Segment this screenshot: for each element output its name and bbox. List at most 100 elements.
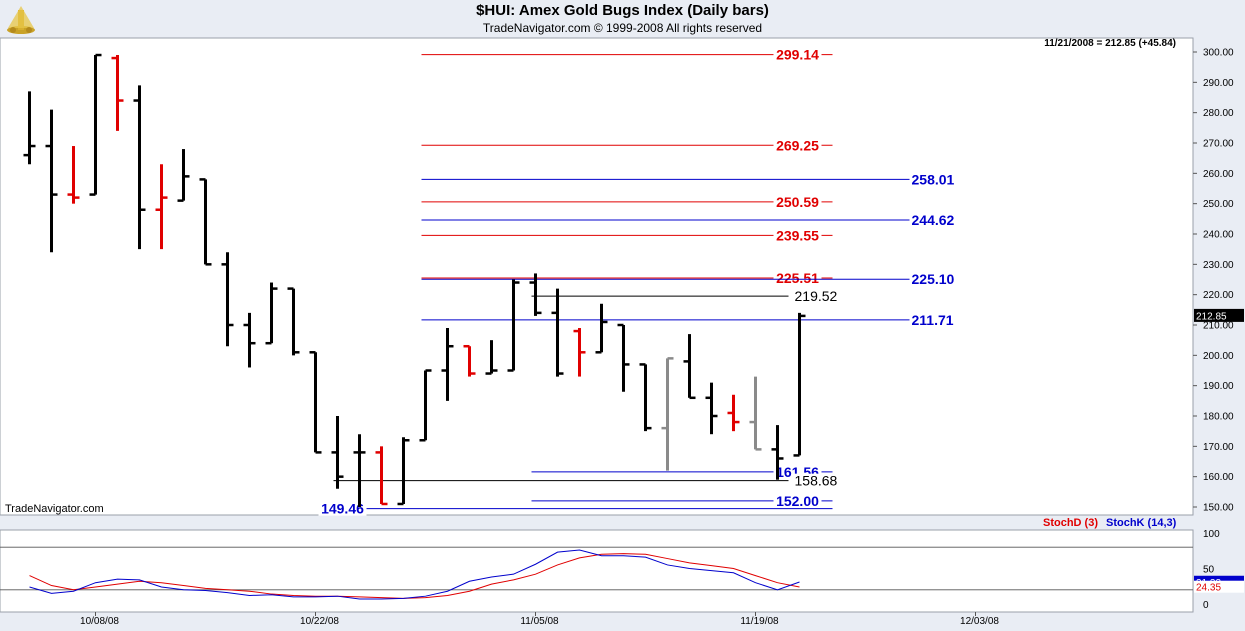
trade-navigator-logo-icon [4, 2, 38, 36]
stochastic-indicator: 05010031.3324.35 [0, 529, 1244, 611]
level-label: 225.10 [912, 271, 955, 287]
ohlc-bar [617, 323, 630, 392]
ohlc-bar [199, 178, 212, 266]
last-price-tag [1194, 308, 1244, 322]
ohlc-bar [661, 357, 674, 471]
price-readout: 11/21/2008 = 212.85 (+45.84) [1044, 38, 1176, 49]
price-axis-tick-label: 150.00 [1203, 503, 1234, 514]
level-label: 258.01 [912, 171, 955, 187]
stochastic-panel [0, 529, 1194, 613]
ohlc-bar [177, 149, 190, 202]
price-axis: 150.00 160.00 170.00 180.00 190.00 200.00 210.… [1193, 48, 1234, 514]
ohlc-bar [507, 279, 520, 372]
level-label-background [909, 212, 958, 227]
ohlc-bar [111, 55, 124, 131]
level-label-background [773, 228, 822, 243]
ohlc-bars: 212.85 [23, 53, 1244, 507]
ohlc-bar [331, 416, 344, 489]
level-label-background [773, 270, 822, 285]
level-label-background [318, 501, 367, 516]
level-label-background [909, 172, 958, 187]
price-axis-tick-label: 280.00 [1203, 108, 1234, 119]
level-label-background [773, 138, 822, 153]
ohlc-bar [485, 340, 498, 375]
price-axis-tick-label: 210.00 [1203, 321, 1234, 332]
level-label: 211.71 [912, 312, 954, 328]
ohlc-bar [639, 363, 652, 432]
ohlc-bar [441, 328, 454, 401]
ohlc-bar [705, 382, 718, 435]
price-axis-tick-label: 170.00 [1203, 442, 1234, 453]
date-axis-label: 10/08/08 [80, 616, 119, 627]
price-axis-tick-label: 190.00 [1203, 381, 1234, 392]
ohlc-bar [375, 446, 388, 506]
stochastic-series-line [29, 553, 800, 599]
price-axis-tick-label: 270.00 [1203, 139, 1234, 150]
watermark-text: TradeNavigator.com [5, 503, 104, 515]
ohlc-bar [243, 312, 256, 368]
price-axis-tick-label: 200.00 [1203, 351, 1234, 362]
ohlc-bar [397, 437, 410, 506]
level-label: 225.51 [776, 270, 819, 286]
ohlc-bar [353, 434, 366, 507]
chart-subtitle: TradeNavigator.com © 1999-2008 All right… [482, 21, 763, 35]
date-axis-label: 12/03/08 [960, 616, 999, 627]
price-axis-tick-label: 220.00 [1203, 290, 1234, 301]
price-levels: 299.14 269.25 258.01 250.59 244.62 239.55 225.… [318, 47, 958, 517]
level-label-background [773, 47, 822, 62]
level-label: 269.25 [776, 137, 819, 153]
level-label: 244.62 [912, 212, 955, 228]
level-label: 219.52 [795, 288, 838, 304]
date-axis-label: 10/22/08 [300, 616, 339, 627]
stochastic-series-line [29, 549, 800, 600]
price-axis-tick-label: 180.00 [1203, 412, 1234, 423]
chart-header: $HUI: Amex Gold Bugs Index (Daily bars) … [0, 0, 1245, 38]
last-price-label: 212.85 [1196, 311, 1227, 322]
ohlc-bar [89, 53, 102, 196]
ohlc-bar [683, 334, 696, 400]
level-label: 299.14 [776, 47, 819, 63]
level-label: 239.55 [776, 227, 819, 243]
ohlc-bar [23, 91, 36, 165]
stochastic-tick-label: 0 [1203, 600, 1209, 611]
date-axis-label: 11/05/08 [520, 616, 559, 627]
level-label: 158.68 [795, 473, 838, 489]
level-label-background [792, 473, 841, 488]
ohlc-bar [309, 351, 322, 454]
price-panel [0, 37, 1194, 516]
ohlc-bar [771, 425, 784, 480]
price-axis-tick-label: 230.00 [1203, 260, 1234, 271]
level-label: 149.46 [321, 501, 364, 517]
ohlc-bar [749, 376, 762, 451]
price-axis-tick-label: 290.00 [1203, 78, 1234, 89]
level-label-background [909, 272, 958, 287]
ohlc-bar [793, 312, 806, 457]
level-label: 250.59 [776, 194, 819, 210]
price-axis-tick-label: 300.00 [1203, 48, 1234, 59]
level-label-background [792, 289, 841, 304]
price-axis-tick-label: 240.00 [1203, 230, 1234, 241]
ohlc-bar [463, 344, 476, 377]
level-label-background [909, 312, 958, 327]
level-label-background [773, 493, 822, 508]
price-axis-tick-label: 260.00 [1203, 169, 1234, 180]
stochastic-tick-label: 100 [1203, 529, 1220, 540]
ohlc-bar [727, 394, 740, 432]
chart-title: $HUI: Amex Gold Bugs Index (Daily bars) [476, 2, 769, 19]
ohlc-bar [133, 85, 146, 250]
ohlc-bar [529, 273, 542, 316]
level-label-background [773, 194, 822, 209]
ohlc-bar [551, 288, 564, 377]
price-axis-tick-label: 160.00 [1203, 472, 1234, 483]
ohlc-bar [221, 252, 234, 347]
ohlc-bar [67, 146, 80, 204]
ohlc-bar [573, 328, 586, 377]
price-axis-tick-label: 250.00 [1203, 199, 1234, 210]
ohlc-bar [45, 109, 58, 253]
stochastic-tick-label: 50 [1203, 565, 1215, 576]
ohlc-bar [419, 369, 432, 442]
ohlc-bar [155, 164, 168, 250]
legend-stochk: StochK (14,3) [1106, 517, 1177, 529]
stochastic-value-label: 24.35 [1196, 583, 1221, 594]
